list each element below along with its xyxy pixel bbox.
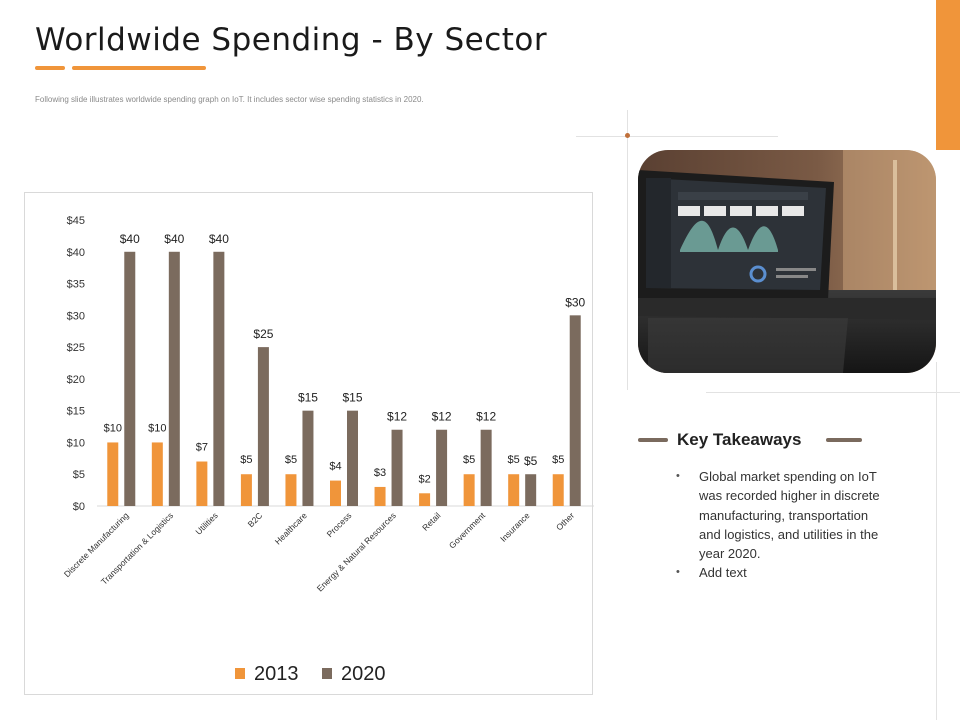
page-title: Worldwide Spending - By Sector [35, 22, 548, 58]
data-label-2013: $2 [418, 473, 430, 485]
bar-2013 [196, 461, 208, 506]
y-tick-label: $40 [67, 247, 85, 259]
category-label: Utilities [193, 510, 219, 536]
data-label-2013: $5 [240, 454, 252, 466]
category-label: Process [325, 510, 354, 539]
decor-dot [625, 133, 630, 138]
bar-2020 [347, 410, 358, 506]
data-label-2013: $10 [104, 422, 122, 434]
bar-2013 [374, 486, 386, 506]
data-label-2013: $5 [463, 454, 475, 466]
data-label-2020: $40 [120, 232, 140, 246]
data-label-2020: $12 [387, 410, 407, 424]
decor-line [576, 136, 778, 137]
accent-block [936, 0, 960, 150]
bar-2013 [240, 474, 252, 506]
data-label-2013: $5 [285, 454, 297, 466]
takeaways-line-right [826, 438, 862, 442]
data-label-2020: $30 [565, 295, 585, 309]
bar-2020 [168, 251, 180, 506]
bar-2020 [257, 347, 269, 506]
bar-2013 [330, 480, 341, 506]
bar-2020 [480, 429, 492, 506]
data-label-2013: $5 [508, 454, 520, 466]
data-label-2020: $5 [524, 454, 538, 468]
category-label: B2C [246, 510, 265, 529]
decor-line [936, 362, 937, 720]
category-label: Insurance [498, 510, 532, 544]
title-underline-long [72, 66, 206, 70]
list-item: • Add text [676, 563, 886, 582]
data-label-2020: $40 [164, 232, 184, 246]
y-tick-label: $0 [73, 501, 85, 513]
decor-line [627, 110, 628, 390]
category-label: Government [447, 510, 488, 551]
list-item: • Global market spending on IoT was recor… [676, 467, 886, 563]
bar-2020 [302, 410, 314, 506]
category-label: Healthcare [273, 510, 309, 546]
chart-panel: $0 $5 $10 $15 $20 $25 $30 $35 $40 $45 $10 $40 Discre… [24, 192, 594, 695]
legend-label-2013: 2013 [254, 663, 299, 685]
bar-2013 [508, 474, 520, 506]
data-label-2020: $12 [432, 410, 452, 424]
data-label-2020: $12 [476, 410, 496, 424]
y-tick-label: $20 [67, 374, 85, 386]
takeaway-text: Add text [699, 565, 747, 581]
y-tick-label: $30 [67, 310, 85, 322]
y-tick-label: $25 [67, 342, 85, 354]
bar-2020 [436, 429, 448, 506]
bar-2020 [391, 429, 403, 506]
category-label: Other [554, 510, 576, 532]
data-label-2013: $7 [196, 442, 208, 454]
bullet-icon: • [676, 566, 680, 579]
takeaways-list: • Global market spending on IoT was recor… [676, 467, 886, 583]
y-tick-label: $5 [73, 469, 85, 481]
bar-2020 [124, 251, 136, 506]
bar-2013 [107, 442, 119, 506]
takeaway-text: Global market spending on IoT was record… [699, 469, 880, 562]
y-tick-label: $35 [67, 279, 85, 291]
bar-2013 [463, 474, 475, 506]
title-underline-short [35, 66, 65, 70]
data-label-2020: $15 [298, 391, 318, 405]
data-label-2013: $10 [148, 422, 166, 434]
category-label: Energy & Natural Resources [315, 510, 398, 593]
bar-chart: $0$5$10$15$20$25$30$35$40$45$10$40Discre… [62, 215, 594, 685]
data-label-2013: $4 [329, 461, 341, 473]
legend-label-2020: 2020 [341, 663, 386, 685]
bar-2020 [569, 315, 581, 506]
takeaways-heading: Key Takeaways [677, 430, 802, 449]
legend-swatch-2013 [235, 668, 245, 679]
category-label: Transportation & Logistics [99, 510, 175, 586]
y-tick-label: $45 [67, 215, 85, 227]
legend-swatch-2020 [322, 668, 332, 679]
y-tick-label: $15 [67, 406, 85, 418]
bar-2013 [285, 474, 297, 506]
bar-2013 [419, 493, 431, 506]
bullet-icon: • [676, 470, 680, 482]
data-label-2020: $40 [209, 232, 229, 246]
y-tick-label: $10 [67, 437, 85, 449]
data-label-2013: $3 [374, 467, 386, 479]
bar-2020 [525, 474, 537, 506]
category-label: Retail [420, 510, 443, 533]
data-label-2020: $25 [253, 327, 273, 341]
data-label-2013: $5 [552, 454, 564, 466]
bar-2020 [213, 251, 225, 506]
decor-line [706, 392, 960, 393]
bar-2013 [151, 442, 163, 506]
laptop-photo [638, 150, 936, 373]
bar-2013 [552, 474, 564, 506]
data-label-2020: $15 [342, 391, 362, 405]
page-subtitle: Following slide illustrates worldwide sp… [35, 95, 424, 104]
takeaways-line-left [638, 438, 668, 442]
